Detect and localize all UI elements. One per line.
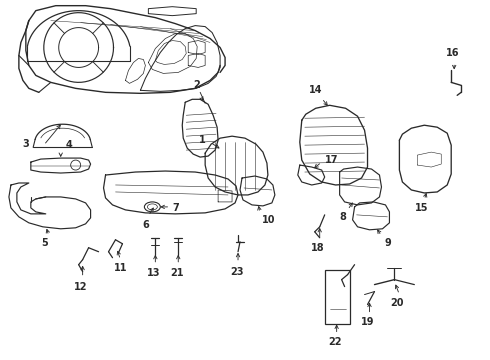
Text: 16: 16 xyxy=(445,49,459,58)
Text: 22: 22 xyxy=(328,337,342,347)
Text: 20: 20 xyxy=(391,298,404,307)
Text: 4: 4 xyxy=(65,140,72,150)
Text: 19: 19 xyxy=(361,318,374,328)
Text: 12: 12 xyxy=(74,282,87,292)
Text: 7: 7 xyxy=(172,203,179,213)
Bar xyxy=(325,270,349,324)
Text: 15: 15 xyxy=(415,203,428,213)
Text: 8: 8 xyxy=(339,212,346,222)
Text: 17: 17 xyxy=(325,155,338,165)
Text: 10: 10 xyxy=(262,215,275,225)
Text: 9: 9 xyxy=(385,238,391,248)
Text: 6: 6 xyxy=(142,220,149,230)
Text: 14: 14 xyxy=(309,85,322,95)
Text: 2: 2 xyxy=(193,80,199,90)
Text: 21: 21 xyxy=(171,268,184,278)
Text: 13: 13 xyxy=(147,268,160,278)
Text: 23: 23 xyxy=(230,267,244,277)
Text: 1: 1 xyxy=(199,135,206,145)
Text: 11: 11 xyxy=(114,263,127,273)
Text: 18: 18 xyxy=(311,243,324,253)
Text: 3: 3 xyxy=(22,139,29,149)
Text: 5: 5 xyxy=(41,238,48,248)
